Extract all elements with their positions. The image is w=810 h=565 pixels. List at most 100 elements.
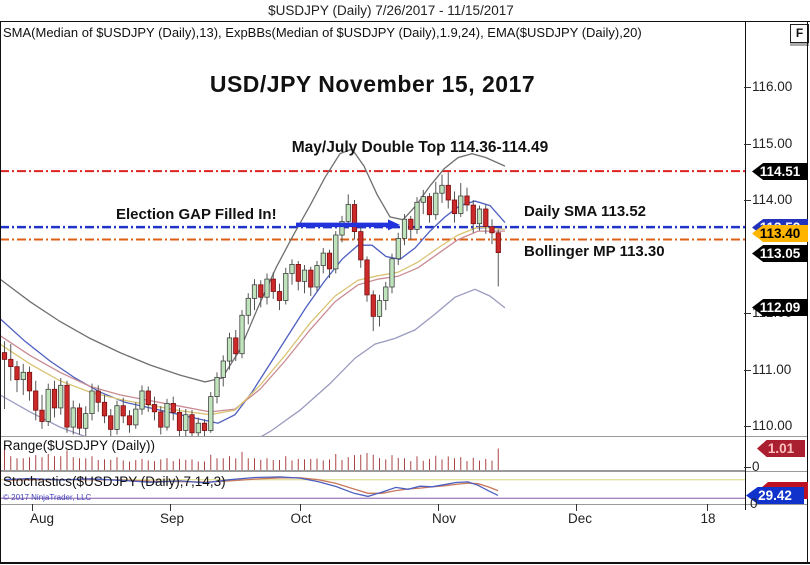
- indicator-settings-label: SMA(Median of $USDJPY (Daily),13), ExpBB…: [3, 25, 642, 40]
- left-frame-line: [0, 21, 1, 563]
- candle-down: [145, 390, 151, 406]
- candle-up: [226, 337, 233, 362]
- candle-down: [364, 259, 370, 296]
- price-marker-badge: 29.42: [746, 487, 804, 504]
- stochastics-panel-canvas[interactable]: [0, 472, 745, 505]
- candle-down: [176, 411, 183, 431]
- range-zero-label: 0: [752, 459, 760, 474]
- price-marker-badge: 114.51: [752, 163, 808, 180]
- candle-down: [258, 284, 264, 298]
- candle-down: [170, 402, 176, 413]
- candle-up: [401, 218, 408, 239]
- daily-sma-annotation: Daily SMA 113.52: [524, 203, 647, 220]
- candle-up: [333, 234, 339, 270]
- candle-down: [51, 388, 58, 409]
- price-tick-label: 115.00: [752, 136, 793, 151]
- candle-down: [426, 196, 433, 216]
- time-tick-label: 18: [700, 511, 716, 526]
- candle-up: [458, 195, 464, 214]
- candle-down: [464, 195, 470, 206]
- candle-up: [476, 208, 483, 225]
- candle-up: [339, 221, 345, 236]
- candle-up: [414, 201, 420, 230]
- price-tick-label: 114.00: [752, 192, 793, 207]
- window-title: $USDJPY (Daily) 7/26/2017 - 11/15/2017: [268, 3, 514, 18]
- candle-down: [233, 337, 239, 355]
- price-chart-canvas[interactable]: [0, 22, 745, 436]
- price-tick-label: 111.00: [752, 362, 792, 377]
- candle-down: [370, 294, 376, 317]
- candle-up: [20, 371, 26, 380]
- range-zero-tick: [744, 467, 751, 468]
- chart-headline: USD/JPY November 15, 2017: [209, 71, 536, 97]
- candle-up: [301, 269, 308, 282]
- candle-up: [345, 204, 351, 222]
- candle-up: [389, 258, 395, 288]
- candle-down: [126, 415, 133, 426]
- candle-up: [395, 237, 401, 260]
- range-panel-separator: [0, 436, 807, 437]
- price-tick: [744, 313, 751, 314]
- stoch-zero-label: 0: [750, 496, 758, 511]
- time-tick: [170, 504, 171, 511]
- candle-down: [483, 208, 489, 227]
- double-top-annotation: May/July Double Top 114.36-114.49: [291, 139, 549, 156]
- time-tick-label: Nov: [431, 511, 457, 526]
- candle-up: [420, 196, 426, 203]
- candle-down: [408, 218, 414, 230]
- candle-down: [1, 352, 8, 360]
- candle-down: [8, 358, 14, 367]
- candle-down: [495, 232, 501, 254]
- candle-down: [151, 404, 158, 413]
- time-tick: [576, 504, 577, 511]
- price-tick-label: 110.00: [752, 418, 793, 433]
- candle-down: [351, 204, 358, 233]
- stoch-k-line: [3, 476, 499, 498]
- price-marker-badge: 113.05: [752, 245, 808, 262]
- time-tick-label: Aug: [29, 511, 55, 526]
- xaxis-separator: [0, 504, 807, 505]
- price-tick: [744, 370, 751, 371]
- election-gap-annotation: Election GAP Filled In!: [116, 206, 277, 223]
- candle-down: [76, 407, 83, 429]
- bollinger-upper-band-line: [0, 148, 506, 383]
- candle-down: [14, 366, 20, 381]
- stochastics-panel-label: Stochastics($USDJPY (Daily),7,14,3): [3, 474, 226, 489]
- candle-down: [295, 263, 301, 282]
- time-tick-label: Sep: [159, 511, 185, 526]
- bollinger-mp-annotation: Bollinger MP 113.30: [524, 243, 665, 260]
- candle-down: [39, 409, 45, 422]
- price-marker-badge: 113.40: [752, 225, 808, 242]
- candle-up: [439, 184, 445, 194]
- candle-up: [289, 263, 295, 274]
- range-panel-canvas[interactable]: [0, 437, 745, 471]
- candle-up: [251, 284, 258, 299]
- price-marker-badge: 112.09: [752, 299, 808, 316]
- focus-button[interactable]: F: [790, 24, 809, 43]
- candle-up: [320, 252, 326, 266]
- candle-up: [383, 286, 389, 302]
- time-tick: [32, 504, 33, 511]
- ninjatrader-copyright: © 2017 NinjaTrader, LLC: [3, 493, 92, 502]
- candle-down: [326, 252, 333, 270]
- candle-up: [283, 272, 289, 301]
- candle-up: [314, 265, 320, 288]
- candle-up: [214, 376, 220, 397]
- time-tick: [438, 504, 439, 511]
- candle-up: [139, 390, 145, 410]
- candle-down: [489, 226, 495, 234]
- candle-up: [433, 192, 439, 216]
- time-tick-label: Oct: [290, 511, 312, 526]
- candle-up: [45, 388, 51, 422]
- ema-20-line: [0, 230, 505, 413]
- header-divider: [0, 21, 810, 22]
- candle-down: [33, 390, 39, 411]
- price-tick-label: 116.00: [752, 79, 793, 94]
- candle-up: [133, 408, 139, 426]
- candle-down: [120, 405, 126, 417]
- price-tick: [744, 426, 751, 427]
- candle-up: [89, 390, 95, 415]
- time-tick: [300, 504, 301, 511]
